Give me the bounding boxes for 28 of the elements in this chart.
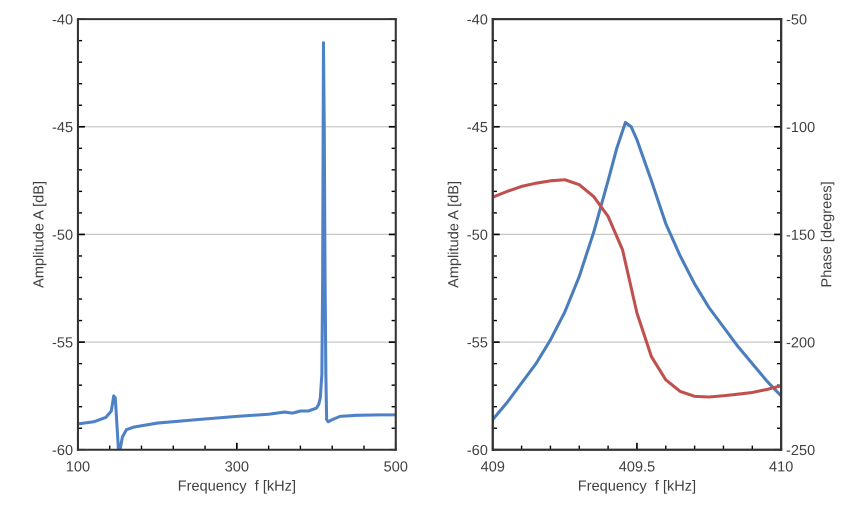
y-tick-label: -50 — [52, 230, 73, 240]
y-tick-label: -40 — [467, 14, 488, 25]
y-tick-label: -60 — [467, 444, 488, 456]
y-tick-label: -50 — [467, 230, 488, 240]
y2-axis-title: Phase [degrees] — [820, 182, 834, 286]
y2-tick-label: -50 — [786, 14, 806, 25]
x-axis-title: Frequency f [kHz] — [178, 480, 295, 494]
x-tick-label: 409 — [480, 461, 504, 472]
y2-tick-label: -150 — [786, 230, 815, 240]
y2-tick-label: -250 — [786, 444, 815, 456]
x-tick-label: 300 — [225, 461, 248, 472]
y-axis-title: Amplitude A [dB] — [32, 182, 46, 288]
y-tick-label: -55 — [52, 337, 72, 348]
line-series — [492, 120, 782, 422]
y-tick-label: -60 — [52, 444, 73, 456]
x-tick-label: 409.5 — [619, 461, 655, 472]
x-axis-title: Frequency f [kHz] — [578, 480, 696, 494]
y-axis-title: Amplitude A [dB] — [448, 182, 462, 288]
y-tick-label: -40 — [52, 14, 73, 25]
y2-tick-label: -200 — [786, 337, 815, 348]
x-tick-label: 100 — [66, 461, 90, 472]
x-tick-label: 410 — [769, 461, 793, 472]
y-tick-label: -45 — [467, 122, 488, 132]
line-series — [492, 178, 782, 399]
y-tick-label: -55 — [467, 337, 488, 348]
y-tick-label: -45 — [52, 122, 72, 132]
x-tick-label: 500 — [384, 461, 408, 472]
y2-tick-label: -100 — [786, 122, 815, 132]
